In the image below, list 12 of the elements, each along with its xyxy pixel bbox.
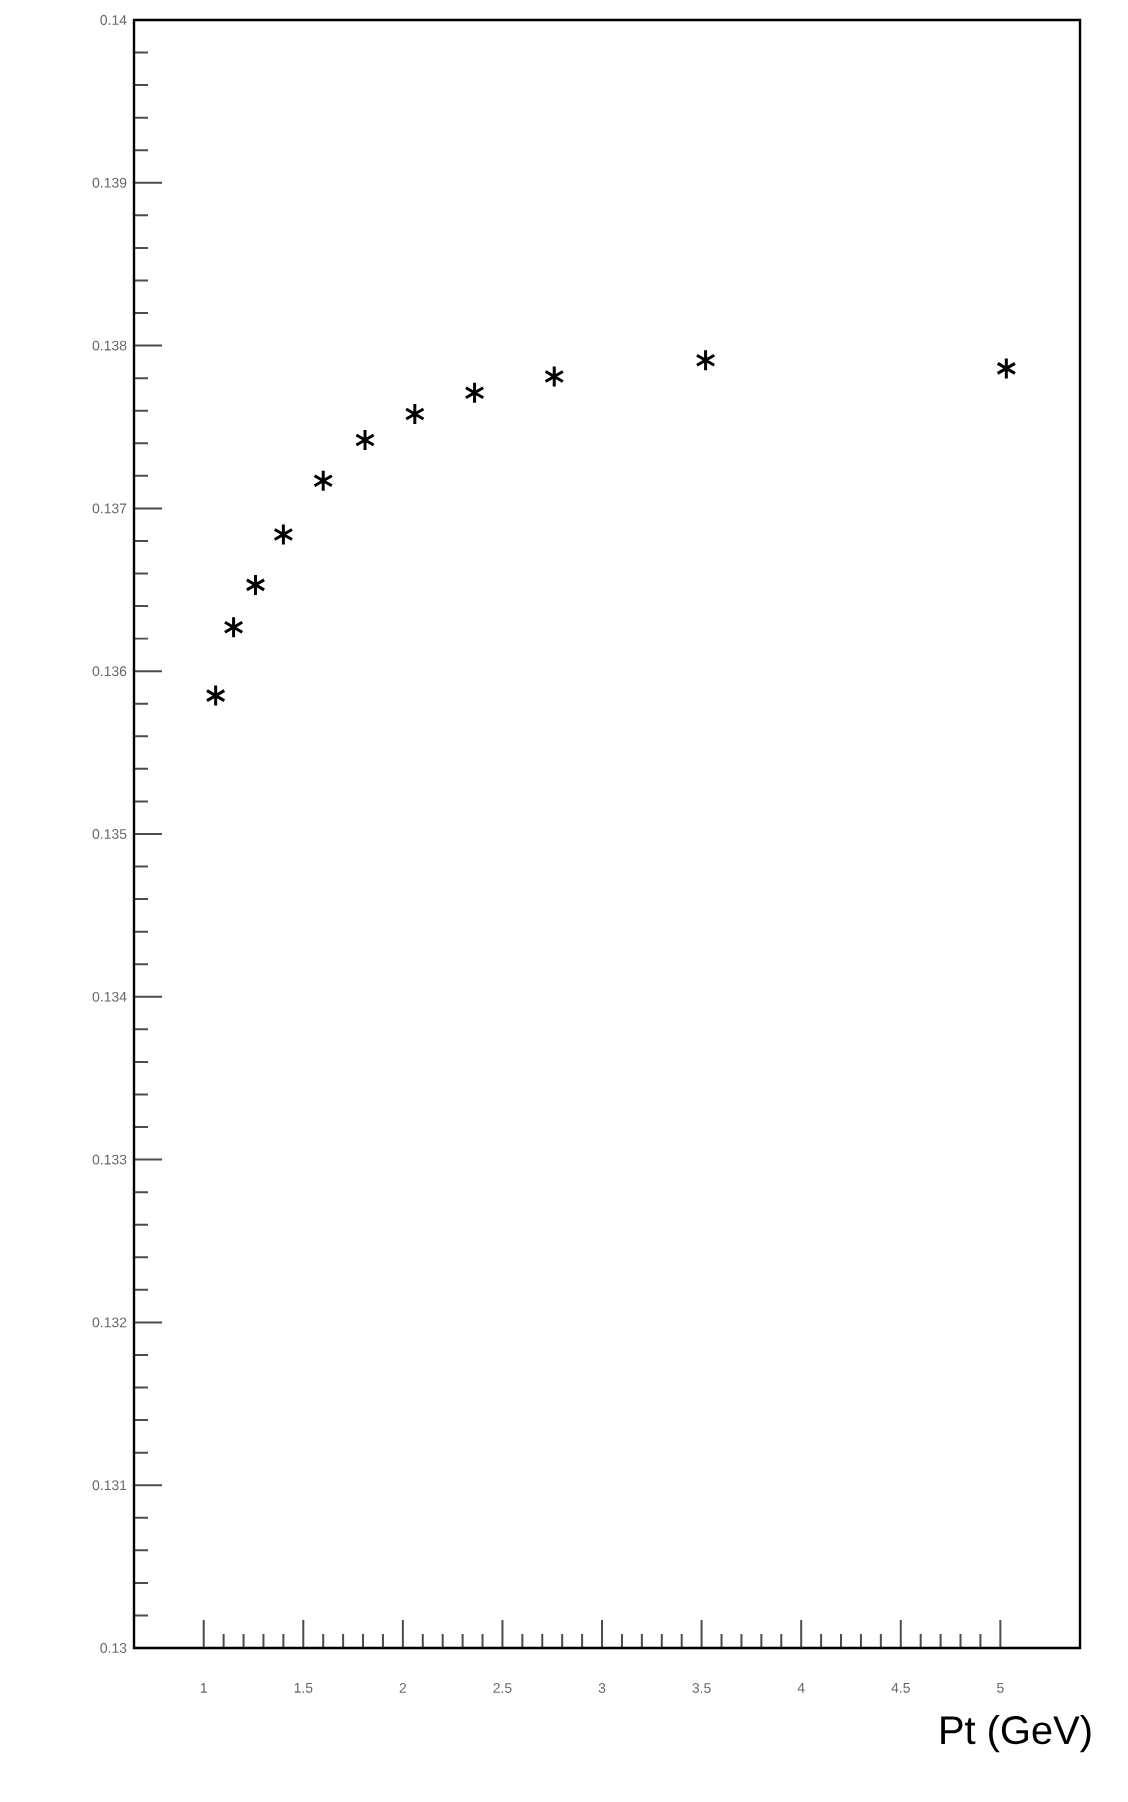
point [544, 365, 565, 389]
x-axis-title: Pt (GeV) [941, 1715, 1091, 1753]
point [273, 522, 294, 546]
point [223, 615, 244, 639]
point [245, 573, 266, 597]
point [313, 469, 334, 493]
point [464, 381, 485, 405]
point [205, 684, 226, 708]
point [695, 348, 716, 372]
point [354, 428, 376, 452]
point [404, 402, 425, 426]
point [996, 356, 1017, 380]
